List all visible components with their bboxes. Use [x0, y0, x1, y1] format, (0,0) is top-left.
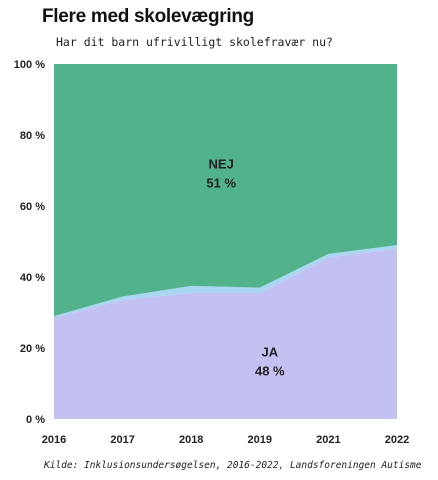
- x-tick-label: 2018: [179, 434, 203, 446]
- y-tick-label: 80 %: [20, 130, 45, 142]
- annotation-ja-label: JA: [261, 345, 278, 360]
- y-tick-label: 100 %: [14, 59, 45, 71]
- x-tick-label: 2021: [316, 434, 340, 446]
- annotation-nej-label: NEJ: [209, 157, 234, 172]
- area-layer: [54, 64, 397, 419]
- chart-subtitle: Har dit barn ufrivilligt skolefravær nu?: [56, 35, 333, 49]
- x-axis-ticks: 2016 2017 2018 2019 2021 2022: [42, 434, 409, 446]
- area-nej: [54, 64, 397, 317]
- y-axis-ticks: 0 % 20 % 40 % 60 % 80 % 100 %: [14, 59, 45, 426]
- y-tick-label: 0 %: [26, 414, 45, 426]
- x-tick-label: 2022: [385, 434, 409, 446]
- y-tick-label: 20 %: [20, 343, 45, 355]
- annotation-ja-value: 48 %: [255, 364, 285, 379]
- x-tick-label: 2016: [42, 434, 66, 446]
- x-tick-label: 2017: [110, 434, 134, 446]
- y-tick-label: 40 %: [20, 272, 45, 284]
- area-annotations: NEJ 51 % JA 48 %: [206, 157, 285, 379]
- x-tick-label: 2019: [248, 434, 272, 446]
- area-ja: [54, 248, 397, 419]
- area-other: [54, 245, 397, 318]
- source-note: Kilde: Inklusionsundersøgelsen, 2016-202…: [44, 460, 422, 471]
- annotation-nej-value: 51 %: [206, 176, 236, 191]
- y-tick-label: 60 %: [20, 201, 45, 213]
- chart-title: Flere med skolevægring: [42, 6, 254, 27]
